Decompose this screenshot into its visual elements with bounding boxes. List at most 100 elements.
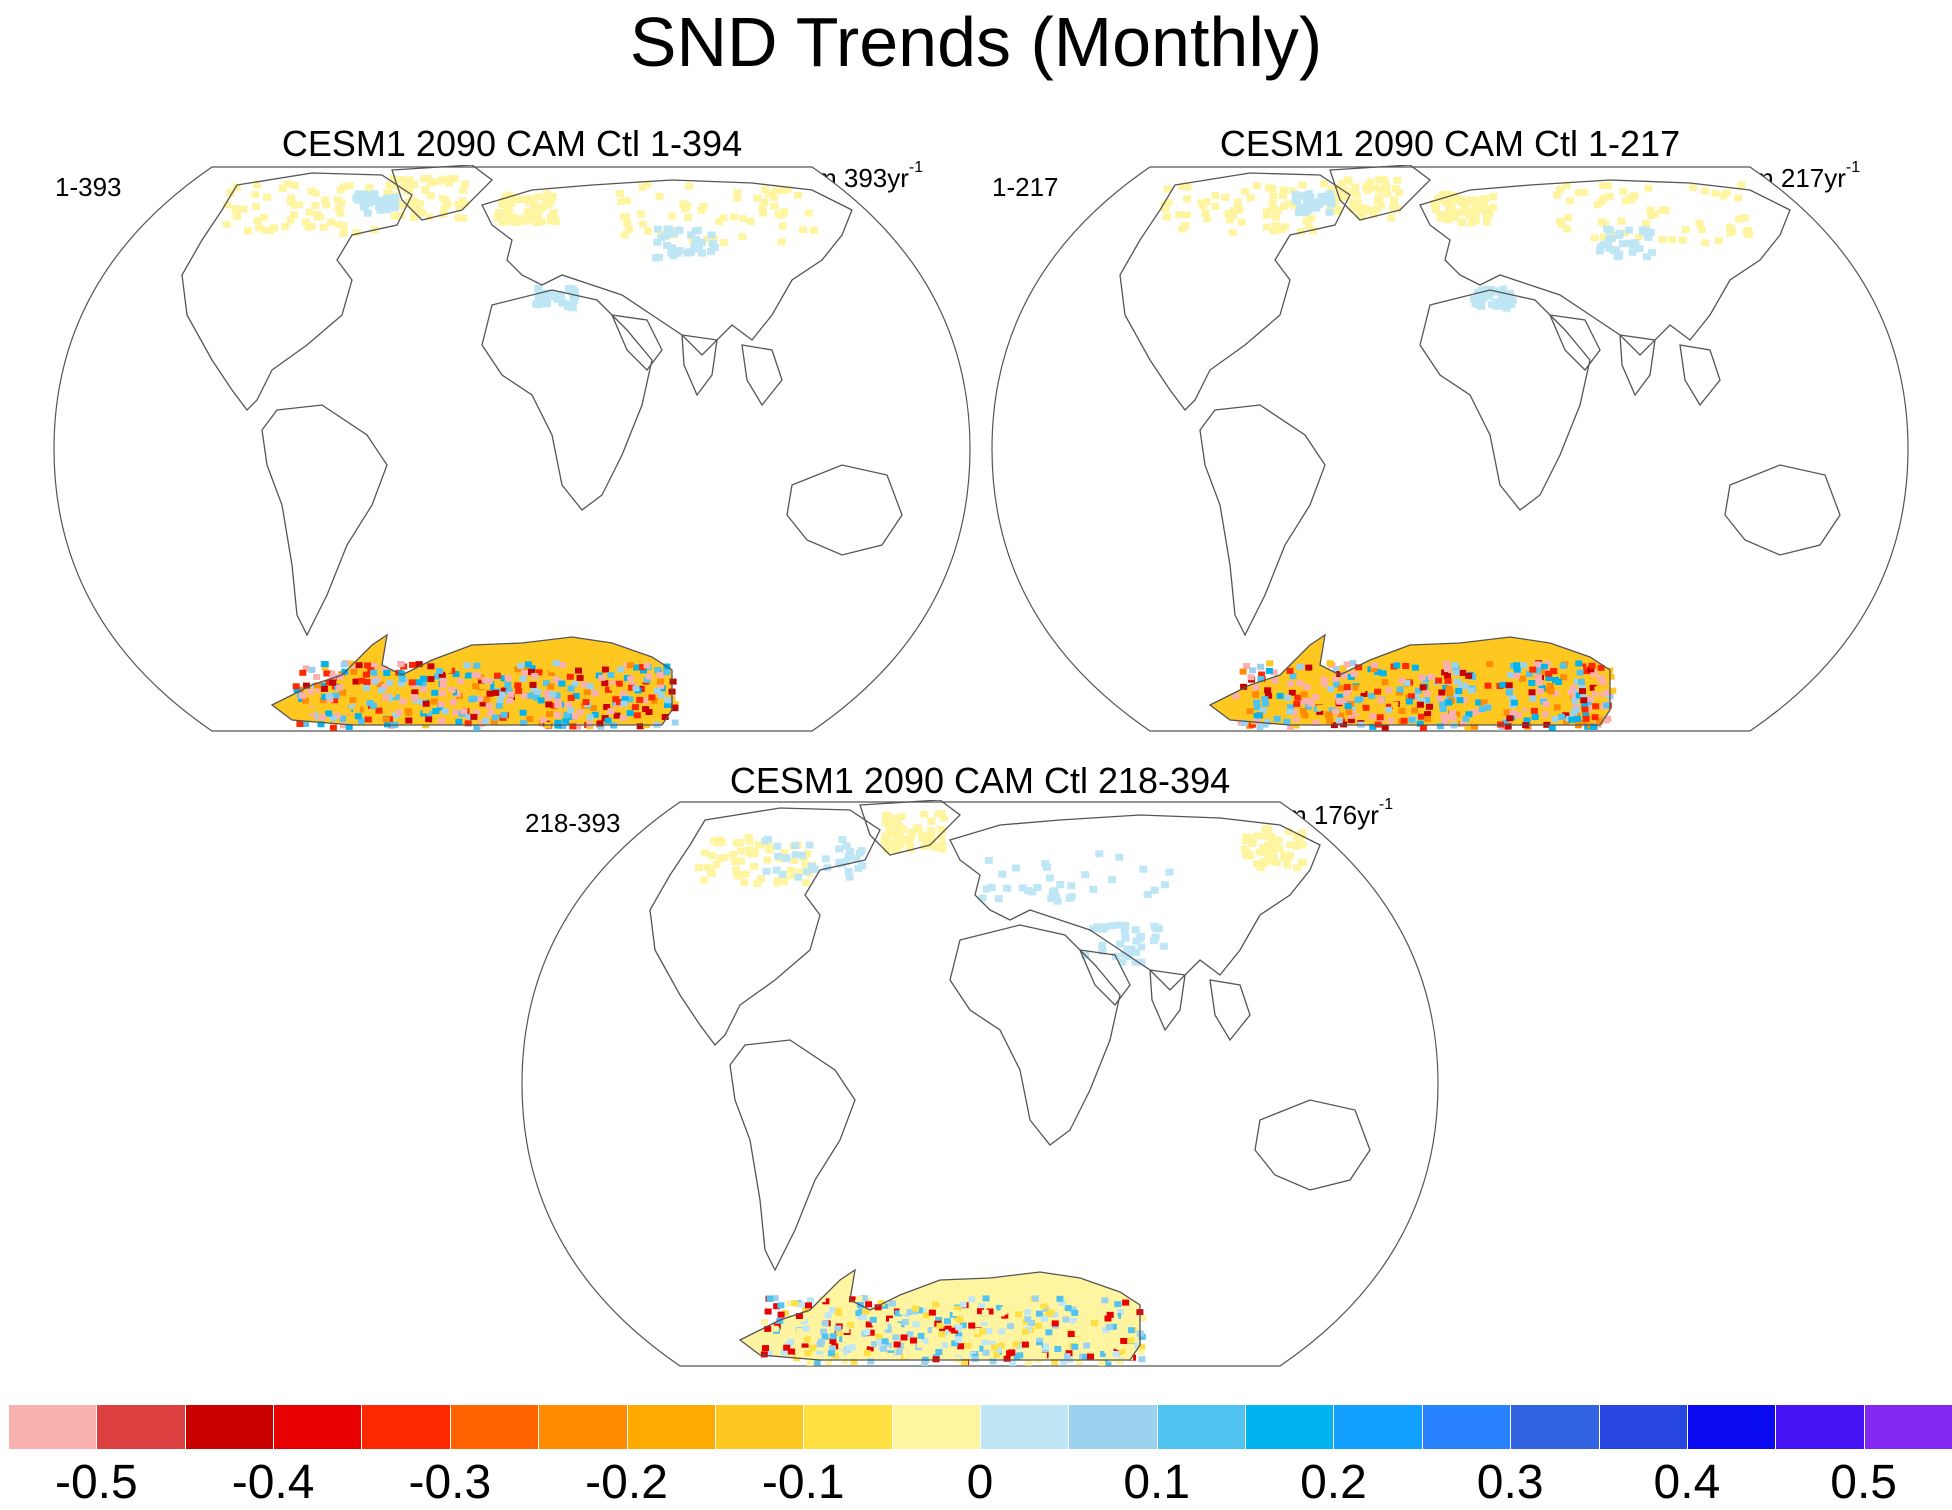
trend-cell xyxy=(978,1303,985,1310)
trend-cell xyxy=(232,183,241,191)
trend-cell xyxy=(317,721,325,728)
trend-cell xyxy=(425,710,433,717)
trend-cell xyxy=(409,214,418,221)
trend-cell xyxy=(917,1332,925,1339)
trend-cell xyxy=(1165,868,1174,876)
trend-cell xyxy=(531,209,540,217)
trend-cell xyxy=(1021,1341,1029,1348)
trend-cell xyxy=(978,894,987,902)
trend-cell xyxy=(865,1301,873,1308)
trend-cell xyxy=(1280,202,1289,210)
trend-cell xyxy=(398,676,406,682)
trend-cell xyxy=(1008,1306,1015,1313)
trend-cell xyxy=(746,218,755,225)
north-america-coastline xyxy=(649,807,881,1046)
trend-cell xyxy=(444,175,453,183)
trend-cell xyxy=(1349,705,1357,712)
trend-cell xyxy=(496,697,504,703)
trend-cell xyxy=(352,229,361,237)
trend-cell xyxy=(1471,201,1480,209)
trend-cell xyxy=(842,1327,850,1333)
se-asia-coastline xyxy=(741,344,783,407)
trend-cell xyxy=(1381,679,1389,686)
trend-cell xyxy=(391,195,400,203)
trend-cell xyxy=(762,1337,769,1344)
trend-cell xyxy=(1495,302,1504,310)
trend-cell xyxy=(910,1350,918,1357)
trend-cell xyxy=(422,707,430,714)
trend-cell xyxy=(514,682,522,689)
trend-cell xyxy=(1445,200,1454,208)
trend-cell xyxy=(981,1316,988,1323)
trend-cell xyxy=(1132,948,1141,956)
trend-cell xyxy=(1253,699,1261,706)
trend-cell xyxy=(770,202,779,210)
trend-cell xyxy=(778,870,787,878)
trend-cell xyxy=(1247,674,1255,681)
trend-cell xyxy=(986,1308,994,1315)
trend-cell xyxy=(591,690,599,697)
trend-cell xyxy=(479,700,487,707)
trend-cell xyxy=(1529,666,1537,673)
trend-cell xyxy=(1396,689,1403,696)
trend-cell xyxy=(1327,200,1336,208)
trend-cell xyxy=(1551,690,1559,697)
trend-cell xyxy=(1243,834,1252,842)
trend-cell xyxy=(1339,666,1347,673)
trend-cell xyxy=(905,842,914,850)
trend-cell xyxy=(1229,211,1238,219)
trend-cell xyxy=(1505,682,1513,689)
trend-cell xyxy=(631,704,639,711)
trend-cell xyxy=(760,1351,768,1358)
trend-cell xyxy=(396,202,405,210)
trend-cell xyxy=(1232,693,1240,700)
trend-cell xyxy=(866,1345,874,1352)
trend-cell xyxy=(420,675,427,682)
trend-cell xyxy=(1377,697,1385,704)
trend-cell xyxy=(441,708,449,715)
trend-cell xyxy=(1393,662,1401,669)
africa-coastline xyxy=(481,289,653,511)
trend-cell xyxy=(1444,673,1451,680)
trend-cell xyxy=(627,675,635,682)
trend-cell xyxy=(1253,718,1261,725)
trend-cell xyxy=(405,717,413,724)
trend-cell xyxy=(1248,721,1256,728)
trend-cell xyxy=(1211,192,1220,200)
trend-cell xyxy=(1505,289,1514,297)
trend-cell xyxy=(1292,842,1301,850)
trend-cell xyxy=(653,225,662,233)
trend-cell xyxy=(876,1338,884,1345)
trend-cell xyxy=(881,819,890,827)
trend-cell xyxy=(1465,672,1473,679)
trend-cell xyxy=(654,667,662,673)
trend-cell xyxy=(1071,1343,1079,1350)
trend-cell xyxy=(1299,707,1307,714)
trend-cell xyxy=(1398,677,1406,684)
trend-cell xyxy=(1541,669,1549,676)
trend-cell xyxy=(531,673,539,679)
trend-cell xyxy=(620,213,628,221)
trend-cell xyxy=(601,666,609,673)
trend-cell xyxy=(1535,679,1543,686)
trend-cell xyxy=(1242,852,1251,860)
trend-cell xyxy=(1060,1359,1068,1366)
trend-cell xyxy=(347,660,355,667)
trend-cell xyxy=(884,1342,892,1349)
trend-cell xyxy=(1114,1313,1121,1319)
trend-cell xyxy=(391,688,399,695)
trend-cell xyxy=(764,835,772,843)
trend-cell xyxy=(821,1333,829,1340)
trend-cell xyxy=(1309,227,1318,235)
trend-cell xyxy=(760,198,769,206)
trend-cell xyxy=(932,1301,939,1308)
trend-cell xyxy=(846,1340,854,1347)
trend-cell xyxy=(626,710,634,717)
trend-cell xyxy=(1059,1342,1067,1349)
trend-cell xyxy=(1462,715,1470,722)
globe-outline xyxy=(521,801,1439,1367)
trend-cell xyxy=(1089,885,1098,893)
trend-cell xyxy=(440,204,449,212)
trend-cell xyxy=(1484,682,1492,689)
trend-cell xyxy=(1257,676,1265,682)
